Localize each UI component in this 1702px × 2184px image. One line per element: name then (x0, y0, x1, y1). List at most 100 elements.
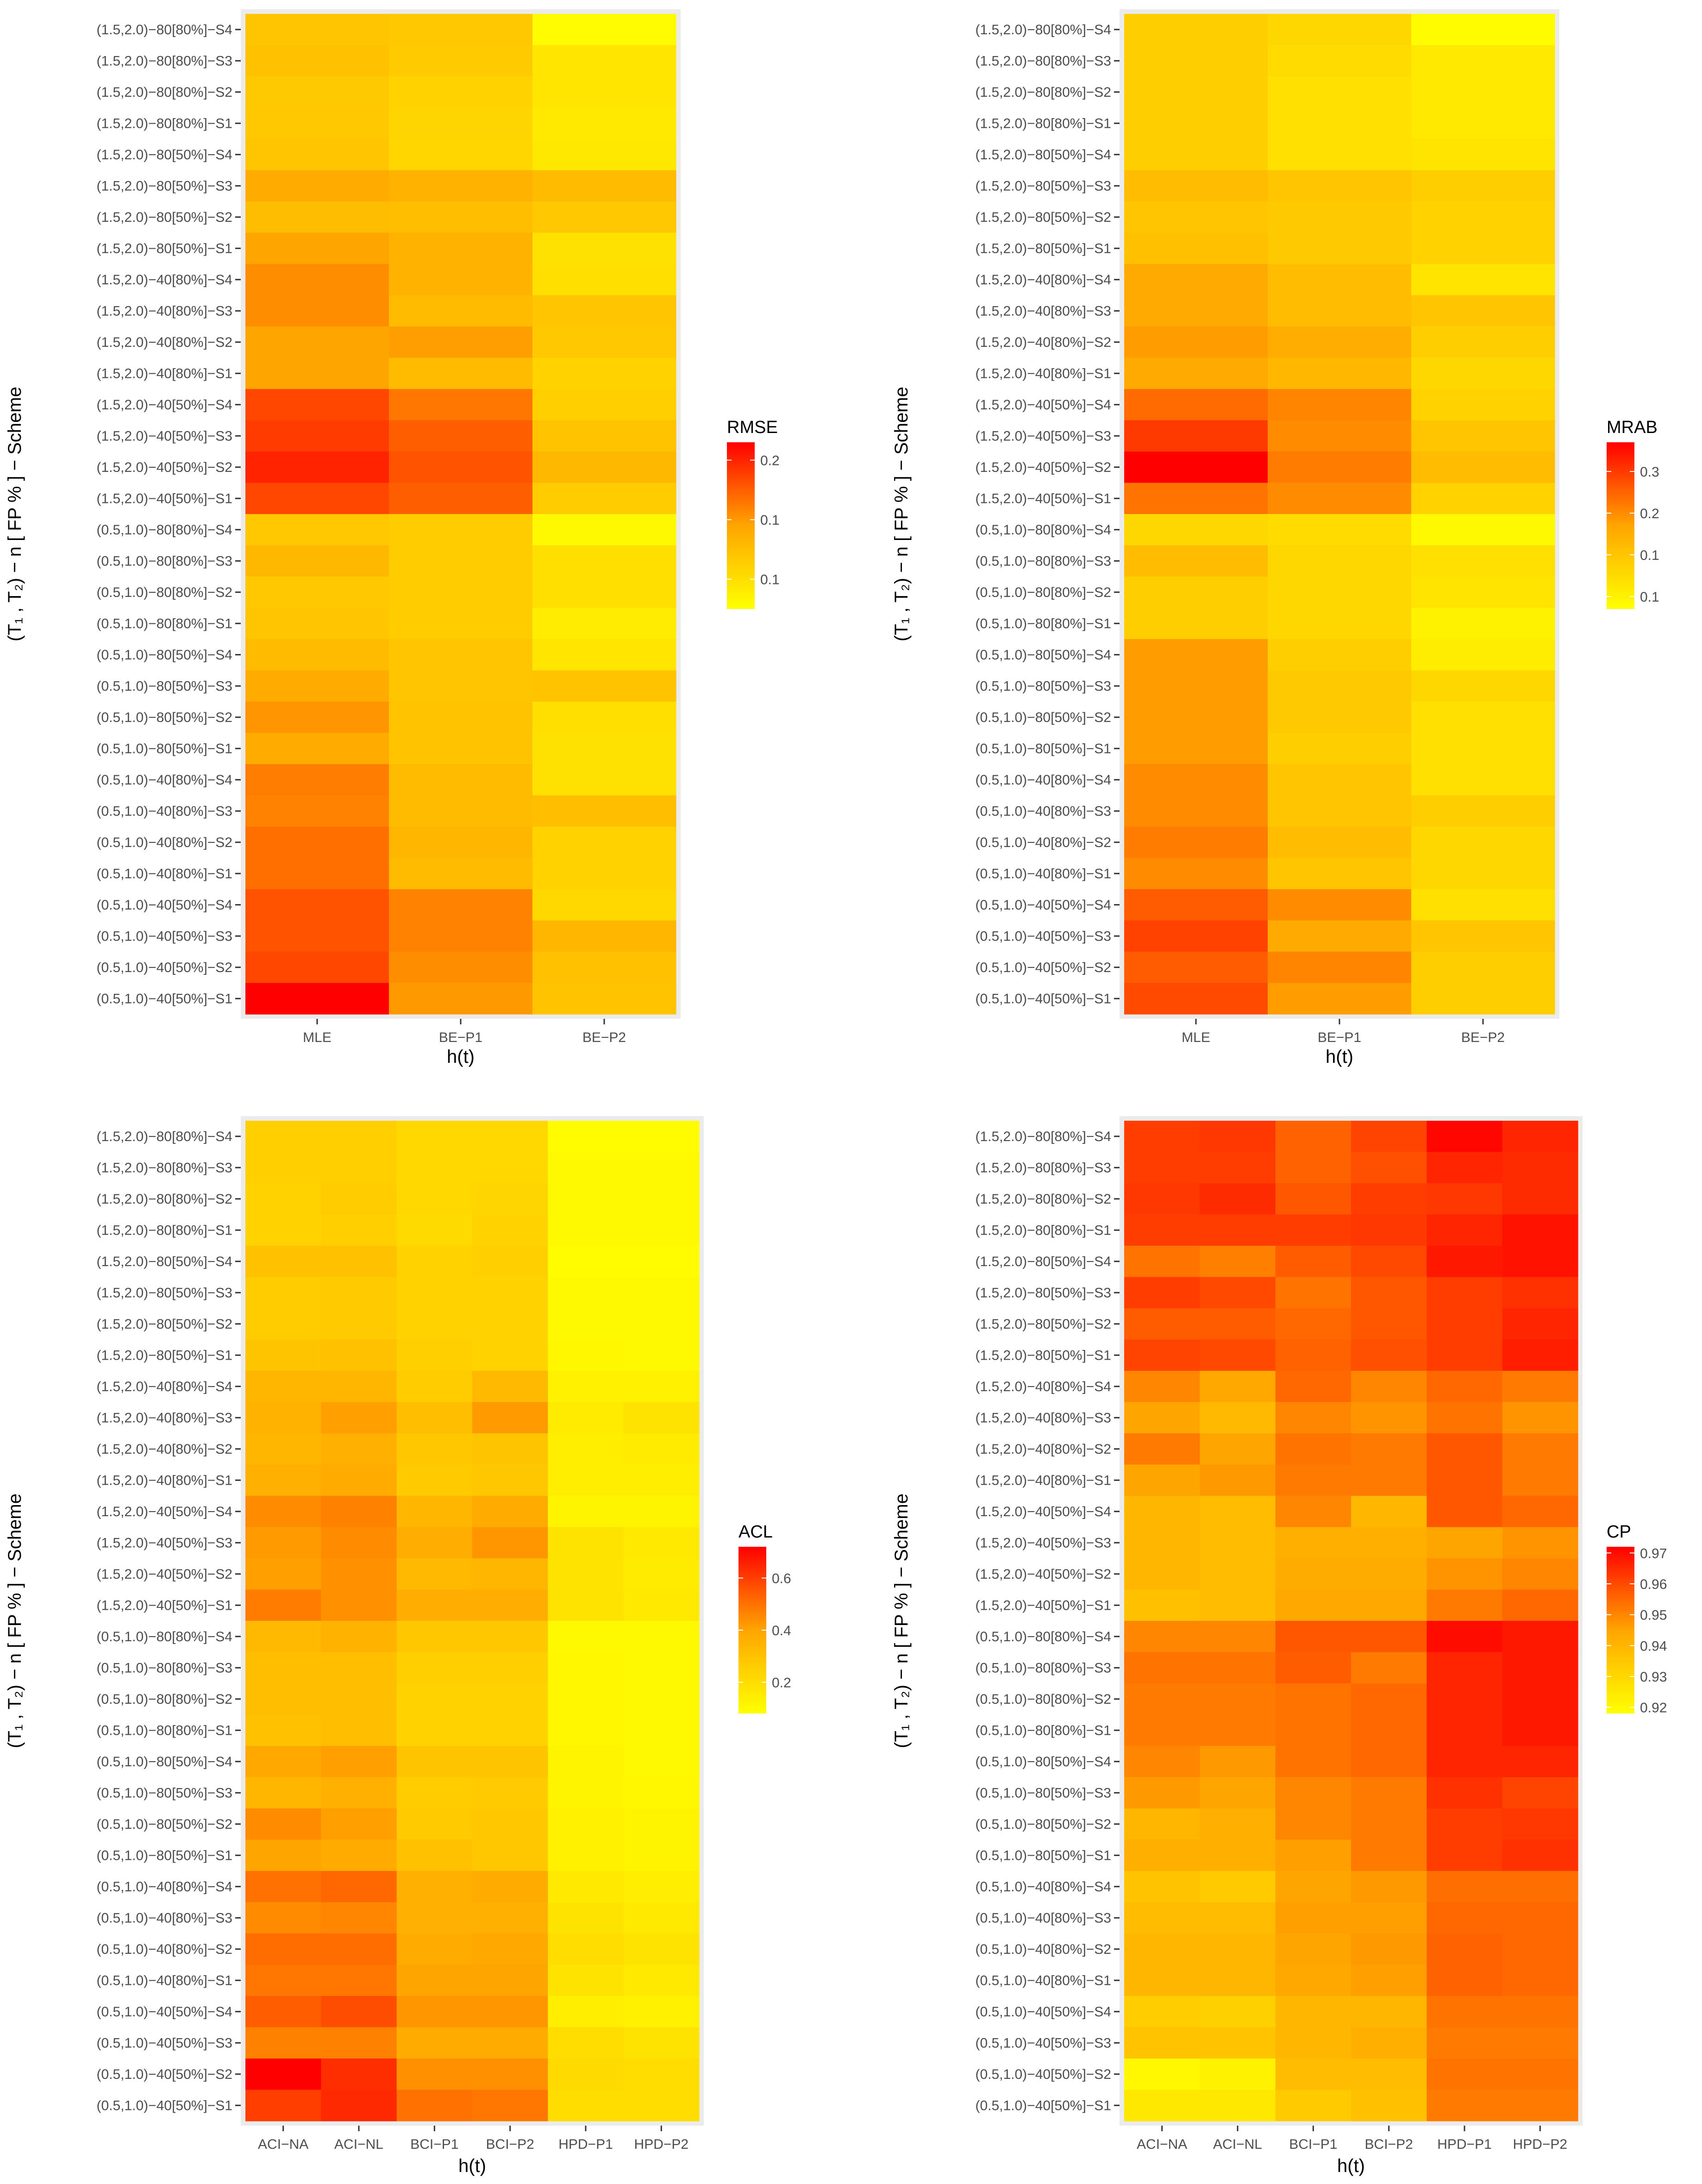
heatmap-cell (396, 2027, 473, 2059)
heatmap-cell (396, 1777, 473, 1809)
heatmap-cell (389, 795, 533, 827)
heatmap-cell (1124, 170, 1268, 202)
y-tick-label: (1.5,2.0)−40[80%]−S2 (975, 335, 1111, 350)
y-tick-label: (0.5,1.0)−80[50%]−S3 (975, 1785, 1111, 1801)
heatmap-cell (1200, 1589, 1276, 1621)
heatmap-cell (1124, 232, 1268, 264)
heatmap-cell (532, 733, 676, 765)
heatmap-cell (245, 1183, 321, 1215)
y-tick-label: (0.5,1.0)−40[80%]−S4 (975, 772, 1111, 788)
heatmap-cell (396, 1839, 473, 1871)
heatmap-cell (532, 139, 676, 171)
y-tick-label: (1.5,2.0)−80[80%]−S4 (96, 1129, 232, 1144)
heatmap-cell (1124, 795, 1268, 827)
heatmap-cell (472, 1996, 548, 2028)
heatmap-cell (389, 232, 533, 264)
heatmap-cell (1124, 1496, 1200, 1528)
heatmap-cell (396, 1152, 473, 1184)
y-tick-label: (1.5,2.0)−80[80%]−S4 (96, 22, 232, 38)
heatmap-cell (1275, 1152, 1352, 1184)
heatmap-cell (1124, 201, 1268, 233)
heatmap-cell (532, 952, 676, 984)
heatmap-cell (321, 1246, 397, 1278)
heatmap-cell (321, 1589, 397, 1621)
heatmap-cell (472, 1121, 548, 1153)
heatmap-cell (623, 1871, 700, 1903)
heatmap-cell (1427, 1246, 1503, 1278)
heatmap-cell (396, 1433, 473, 1465)
y-tick-label: (1.5,2.0)−40[50%]−S3 (975, 428, 1111, 444)
heatmap-cell (1502, 1871, 1578, 1903)
x-tick-label: ACI−NL (1213, 2137, 1262, 2152)
heatmap-cell (1275, 1902, 1352, 1934)
heatmap-cell (1275, 1714, 1352, 1746)
heatmap-cell (472, 2058, 548, 2090)
heatmap-cell (245, 326, 389, 358)
heatmap-cell (1275, 1496, 1352, 1528)
heatmap-cell (389, 702, 533, 734)
heatmap-cell (1351, 1777, 1427, 1809)
heatmap-cell (548, 1683, 624, 1715)
heatmap-cell (389, 264, 533, 296)
heatmap-cell (1124, 1746, 1200, 1778)
heatmap-cell (389, 483, 533, 515)
heatmap-cell (532, 514, 676, 546)
heatmap-cell (1351, 1464, 1427, 1496)
heatmap-cell (623, 1964, 700, 1996)
color-legend: CP 0.92 0.93 0.94 0.95 0.96 0.97 (1607, 1522, 1667, 1716)
heatmap-cell (1200, 1464, 1276, 1496)
heatmap-cell (548, 1464, 624, 1496)
heatmap-cell (1411, 264, 1555, 296)
heatmap-cell (472, 1964, 548, 1996)
heatmap-cell (472, 1308, 548, 1340)
heatmap-cell (1411, 232, 1555, 264)
heatmap-cell (1411, 545, 1555, 577)
y-tick-label: (0.5,1.0)−40[80%]−S1 (975, 866, 1111, 881)
y-tick-label: (1.5,2.0)−40[80%]−S1 (96, 1473, 232, 1488)
heatmap-cell (1502, 1371, 1578, 1403)
heatmap-cell (1124, 1183, 1200, 1215)
y-tick-label: (1.5,2.0)−80[50%]−S3 (96, 1285, 232, 1300)
heatmap-cell (1351, 1433, 1427, 1465)
heatmap-cell (472, 1464, 548, 1496)
legend-colorbar (1607, 442, 1634, 609)
heatmap-cell (1427, 1558, 1503, 1590)
y-tick-label: (0.5,1.0)−80[50%]−S3 (96, 678, 232, 694)
y-tick-label: (1.5,2.0)−80[50%]−S4 (975, 147, 1111, 163)
heatmap-cell (1502, 1152, 1578, 1184)
heatmap-cell (623, 1433, 700, 1465)
heatmap-cell (321, 1183, 397, 1215)
heatmap-cell (1124, 1964, 1200, 1996)
heatmap-cell (1124, 514, 1268, 546)
heatmap-cell (1124, 1527, 1200, 1559)
heatmap-cell (1411, 795, 1555, 827)
heatmap-panel-2: (1.5,2.0)−80[80%]−S4 (1.5,2.0)−80[80%]−S3… (891, 9, 1659, 1067)
heatmap-cell (321, 2058, 397, 2090)
heatmap-cell (1268, 733, 1412, 765)
heatmap-cell (245, 1621, 321, 1653)
heatmap-cell (1124, 920, 1268, 952)
heatmap-cell (1502, 1464, 1578, 1496)
heatmap-cell (623, 1277, 700, 1309)
heatmap-cell (532, 702, 676, 734)
heatmap-cell (623, 2058, 700, 2090)
y-tick-label: (0.5,1.0)−80[50%]−S2 (975, 710, 1111, 725)
heatmap-cell (1268, 14, 1412, 46)
heatmap-cell (472, 1589, 548, 1621)
y-tick-label: (0.5,1.0)−80[50%]−S1 (96, 741, 232, 756)
heatmap-cell (1200, 1683, 1276, 1715)
heatmap-cell (1502, 1746, 1578, 1778)
heatmap-cell (1427, 1308, 1503, 1340)
heatmap-cell (321, 2027, 397, 2059)
y-tick-label: (0.5,1.0)−80[80%]−S2 (96, 1692, 232, 1707)
heatmap-cell (1200, 2058, 1276, 2090)
y-tick-label: (0.5,1.0)−80[80%]−S3 (96, 553, 232, 569)
heatmap-cell (472, 1777, 548, 1809)
heatmap-cell (1268, 983, 1412, 1015)
heatmap-cell (245, 670, 389, 702)
heatmap-cell (1427, 1621, 1503, 1653)
heatmap-cell (1427, 1214, 1503, 1246)
heatmap-cell (532, 389, 676, 421)
heatmap-cell (1502, 1839, 1578, 1871)
legend-tick-label: 0.6 (772, 1571, 791, 1587)
